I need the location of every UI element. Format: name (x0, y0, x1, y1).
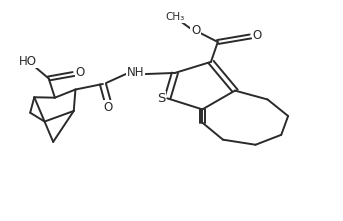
Text: O: O (104, 101, 113, 114)
Text: S: S (157, 92, 165, 105)
Text: O: O (76, 67, 85, 79)
Text: O: O (191, 25, 200, 37)
Text: CH₃: CH₃ (165, 12, 185, 22)
Text: O: O (253, 29, 262, 42)
Text: HO: HO (19, 55, 37, 68)
Text: NH: NH (127, 67, 144, 79)
